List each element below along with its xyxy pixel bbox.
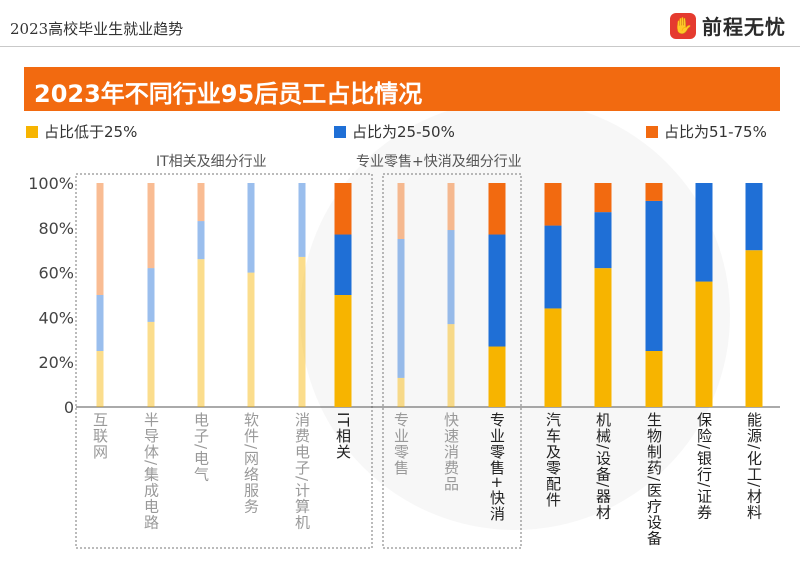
bar-segment-mid — [645, 200, 663, 351]
bar-segment-low — [397, 377, 405, 407]
bar-segment-low — [695, 281, 713, 407]
category-label: 专业零售 — [392, 412, 410, 476]
brand-logo-icon: ✋ — [670, 12, 696, 39]
legend-swatch-low — [26, 125, 38, 138]
bar-segment-mid — [96, 295, 104, 351]
legend-item-high: 占比为51-75% — [646, 121, 767, 142]
bar-segment-low — [298, 256, 306, 407]
bar-segment-mid — [247, 183, 255, 273]
bar-segment-high — [397, 183, 405, 239]
category-label: 软件/网络服务 — [242, 412, 260, 514]
bar-segment-high — [488, 183, 506, 235]
legend-label-mid: 占比为25-50% — [352, 123, 455, 141]
bar-segment-mid — [488, 234, 506, 347]
bar-segment-low — [197, 259, 205, 407]
bar-segment-mid — [594, 212, 612, 269]
bar-segment-mid — [745, 183, 763, 251]
category-label: 半导体/集成电路 — [142, 412, 160, 530]
legend-label-low: 占比低于25% — [44, 123, 138, 141]
bar-segment-mid — [334, 234, 352, 295]
category-label: 机械/设备/器材 — [594, 412, 612, 520]
category-label: 消费电子/计算机 — [293, 412, 311, 530]
bar-segment-mid — [147, 268, 155, 322]
legend-swatch-mid — [334, 125, 346, 138]
category-label: 互联网 — [91, 412, 109, 460]
bar-segment-low — [147, 321, 155, 407]
page-header-title: 2023高校毕业生就业趋势 — [10, 20, 184, 38]
bar-segment-high — [645, 183, 663, 201]
bar-segment-mid — [298, 183, 306, 257]
group-box-retail — [382, 173, 522, 549]
y-tick-label: 20% — [38, 353, 74, 372]
category-label: 汽车及零配件 — [544, 412, 562, 508]
bar-segment-low — [447, 324, 455, 407]
y-tick-label: 80% — [38, 219, 74, 238]
y-tick-label: 40% — [38, 308, 74, 327]
category-label: 快速消费品 — [442, 412, 460, 492]
group-label-retail: 专业零售+快消及细分行业 — [356, 154, 522, 170]
bar-segment-high — [594, 183, 612, 213]
group-label-it: IT相关及细分行业 — [156, 154, 267, 170]
y-tick-label: 60% — [38, 264, 74, 283]
top-bar: 2023高校毕业生就业趋势 ✋ 前程无忧 — [0, 0, 800, 52]
legend-label-high: 占比为51-75% — [664, 123, 767, 141]
bar-segment-high — [447, 183, 455, 231]
bar-segment-high — [544, 183, 562, 226]
chart-title: 2023年不同行业95后员工占比情况 — [34, 80, 423, 108]
bar-segment-low — [645, 351, 663, 407]
bar-segment-high — [147, 183, 155, 269]
bar-segment-low — [334, 295, 352, 407]
chart-title-bar: 2023年不同行业95后员工占比情况 — [24, 67, 780, 111]
y-tick-label: 0 — [64, 398, 74, 417]
bar-segment-mid — [197, 221, 205, 260]
category-label: 电子/电气 — [192, 412, 210, 482]
header-divider — [0, 46, 800, 47]
bar-segment-mid — [544, 225, 562, 309]
category-label: 专业零售+快消 — [488, 412, 506, 522]
category-label: 保险/银行/证券 — [695, 412, 713, 520]
bar-segment-mid — [447, 230, 455, 325]
bar-segment-high — [96, 183, 104, 295]
legend-item-mid: 占比为25-50% — [334, 121, 455, 142]
bar-segment-high — [197, 183, 205, 222]
bar-segment-low — [544, 308, 562, 407]
group-box-it — [75, 173, 373, 549]
bar-segment-low — [745, 250, 763, 407]
bar-segment-mid — [695, 183, 713, 282]
bar-segment-low — [96, 351, 104, 407]
bar-segment-low — [594, 268, 612, 407]
bar-segment-mid — [397, 239, 405, 378]
category-label: 生物制药/医疗设备 — [645, 412, 663, 546]
category-label: 能源/化工/材料 — [745, 412, 763, 520]
legend-item-low: 占比低于25% — [26, 121, 137, 142]
brand-name: 前程无忧 — [702, 15, 786, 39]
legend-swatch-high — [646, 125, 658, 138]
bar-segment-low — [247, 272, 255, 407]
brand: ✋ 前程无忧 — [670, 11, 786, 40]
y-tick-label: 100% — [28, 174, 74, 193]
bar-segment-low — [488, 346, 506, 407]
bar-segment-high — [334, 183, 352, 235]
category-label: IT相关 — [334, 412, 352, 460]
